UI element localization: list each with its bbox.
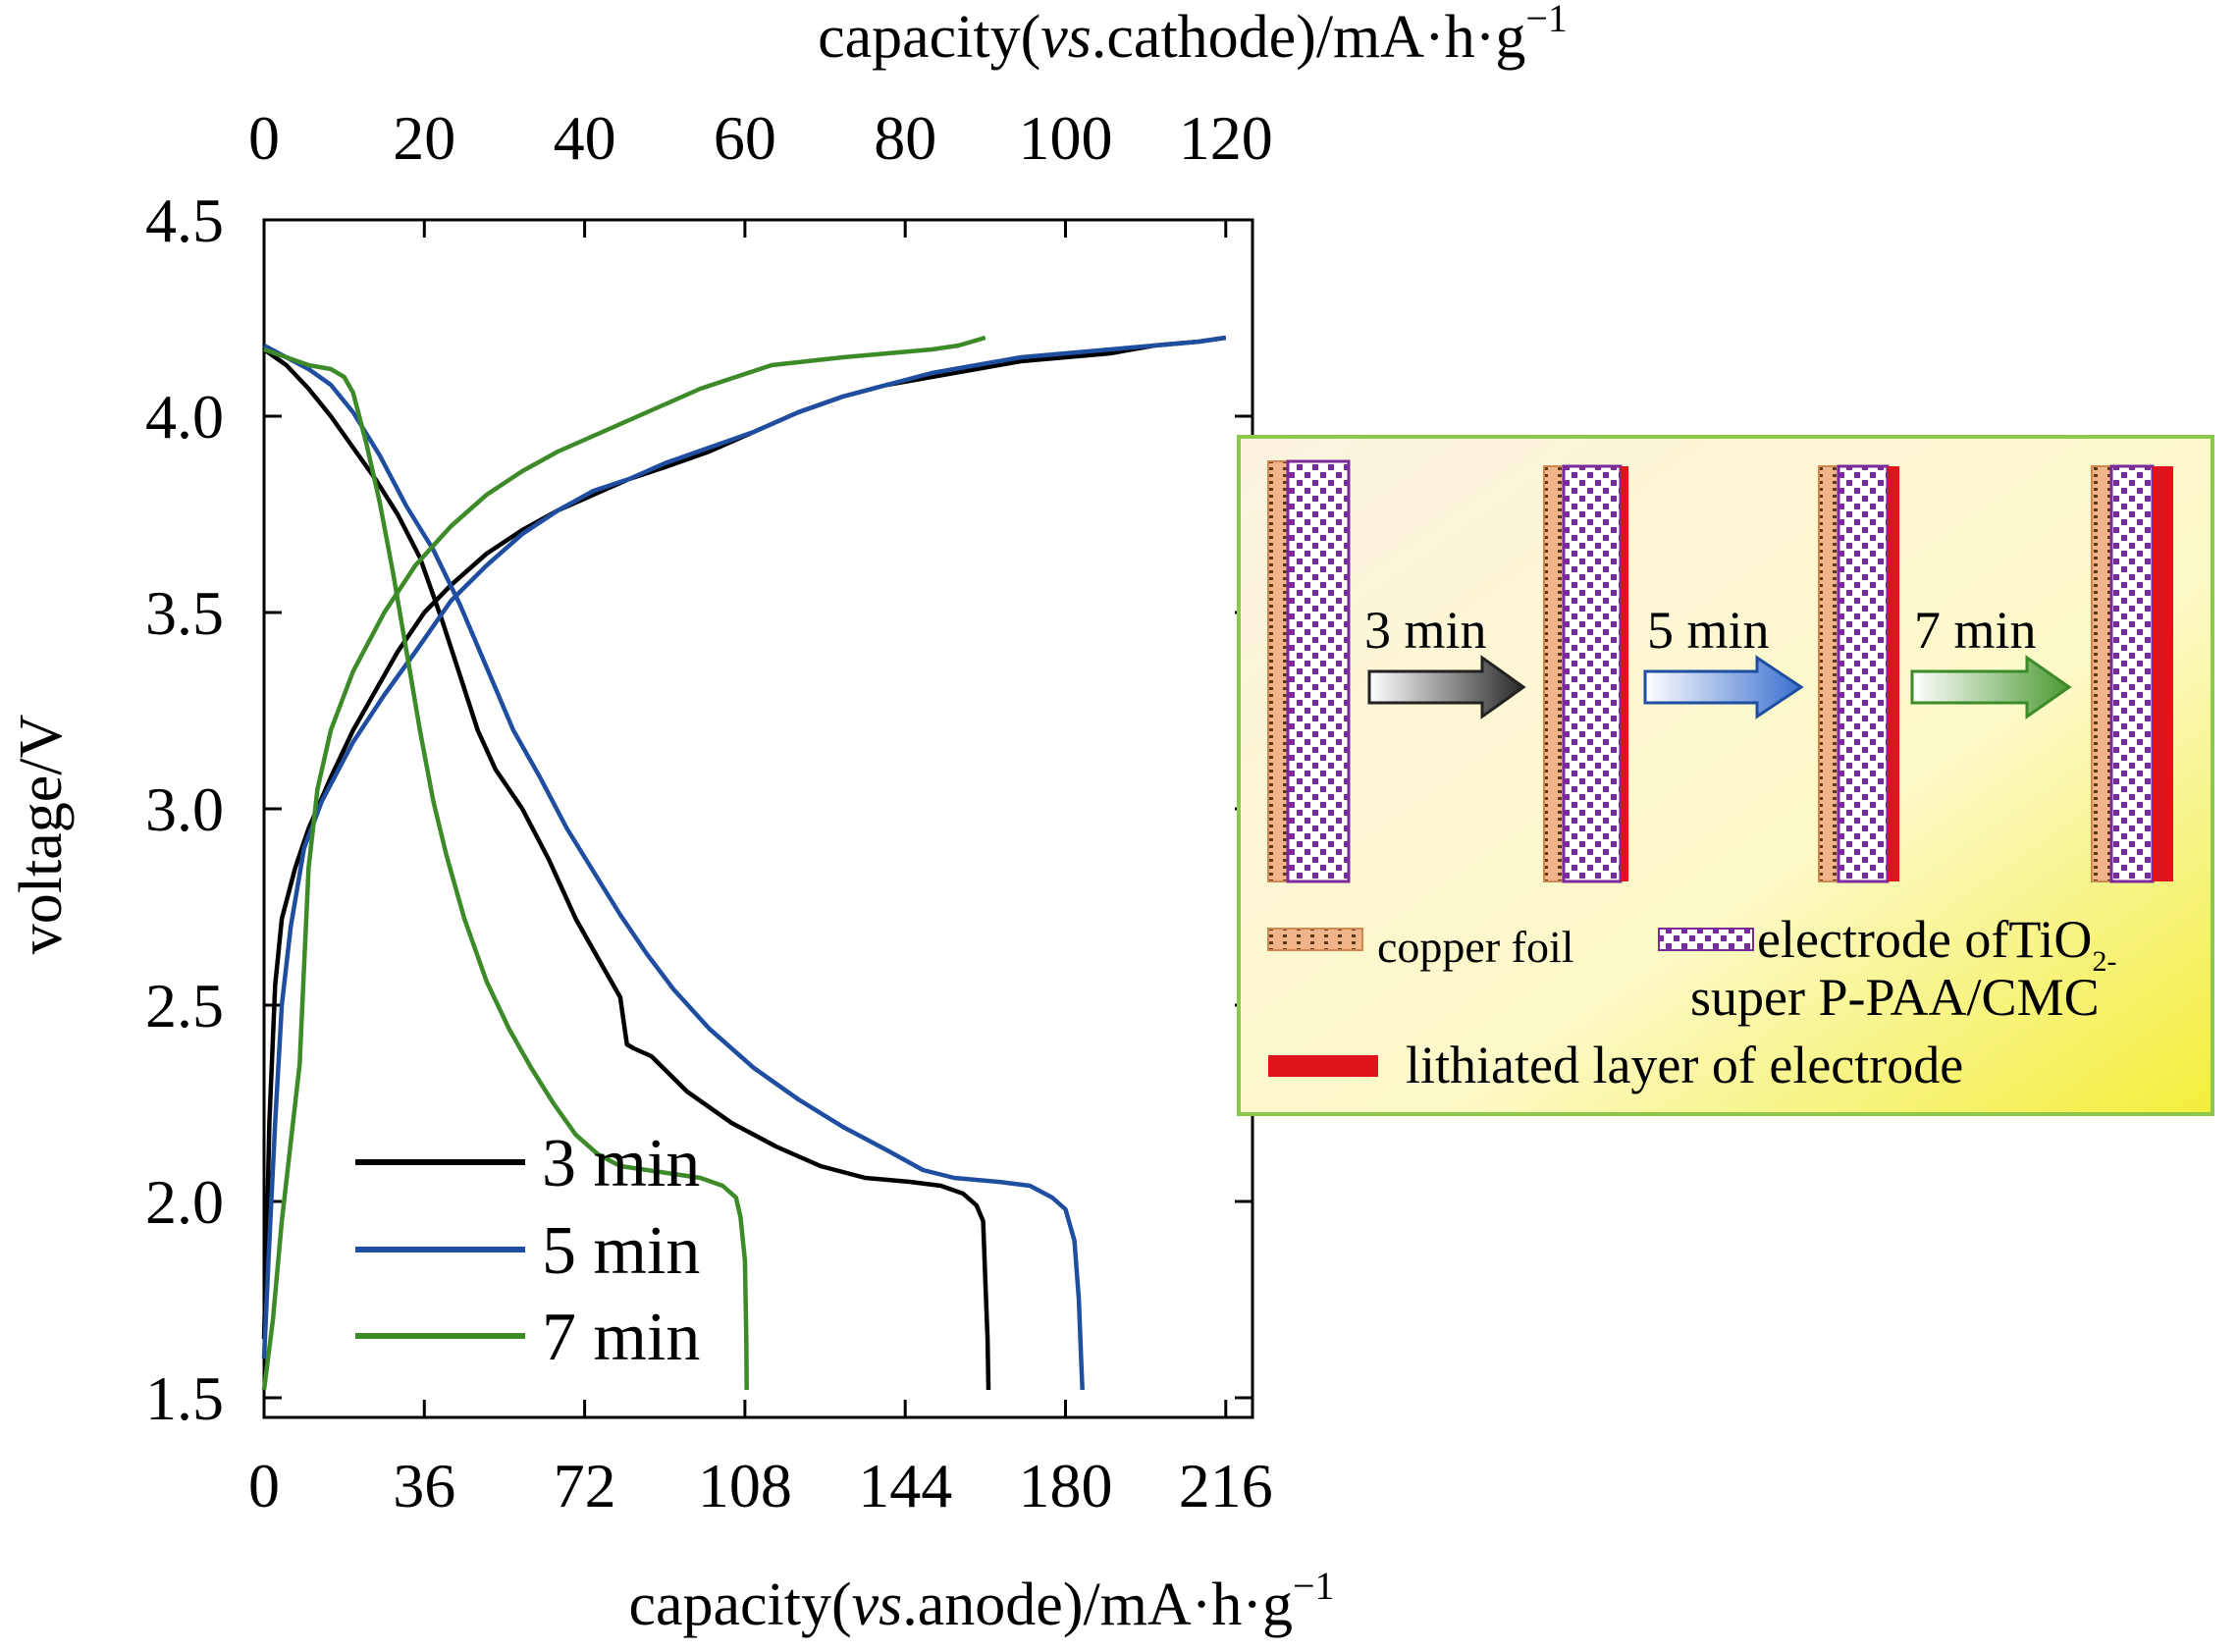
- y-tick-label: 4.0: [145, 382, 224, 452]
- x2-tick-label: 40: [554, 103, 616, 173]
- electrode-stage-1: [1543, 464, 1628, 883]
- legend-label-3min: 3 min: [542, 1126, 700, 1201]
- electrode-stage-2: [1818, 464, 1899, 883]
- copper-foil-label: copper foil: [1377, 922, 1574, 972]
- electrode-layer-0: [1286, 459, 1351, 883]
- copper-foil-1: [1543, 465, 1565, 882]
- arrow-shape-5min: [1643, 655, 1804, 719]
- x2-tick-label: 60: [714, 103, 776, 173]
- lithiated-layer-1: [1621, 466, 1628, 881]
- arrow-label-7min: 7 min: [1914, 601, 2037, 660]
- x-tick-label: 108: [698, 1451, 792, 1520]
- lithiated-layer-3: [2153, 466, 2173, 881]
- series-7min-discharge: [263, 346, 749, 1391]
- x-tick-label: 0: [248, 1451, 280, 1520]
- inset-schematic: 3 min 5 min 7 min copper foil electrode …: [1237, 435, 2214, 1116]
- series-3min-charge: [261, 335, 1227, 1340]
- axes: 0 36 72 108 144 180 216 0 20 40 60 80 100 120 1.5 2.0 2.…: [145, 103, 1273, 1520]
- copper-foil-swatch: [1267, 928, 1363, 951]
- y-tick-label: 1.5: [145, 1363, 224, 1433]
- lithiated-swatch: [1268, 1055, 1378, 1077]
- lithiated-layer-2: [1888, 466, 1899, 881]
- series-5min-discharge: [262, 344, 1085, 1391]
- x2-tick-label: 20: [393, 103, 455, 173]
- x2-tick-label: 0: [248, 103, 280, 173]
- arrow-5min: 5 min: [1643, 601, 1804, 719]
- arrow-label-5min: 5 min: [1647, 601, 1770, 660]
- y-tick-label: 2.0: [145, 1167, 224, 1237]
- series-layer: [261, 335, 1227, 1391]
- legend-label-7min: 7 min: [542, 1300, 700, 1375]
- y-tick-label: 2.5: [145, 971, 224, 1040]
- legend-label-5min: 5 min: [542, 1213, 700, 1289]
- y-axis-title: voltage/V: [8, 715, 75, 955]
- electrode-label: electrode ofTiO2-: [1757, 910, 2116, 978]
- y-tick-label: 4.5: [145, 186, 224, 255]
- x-axis-title: capacity(vs.anode)/mA·h·g−1: [628, 1564, 1334, 1638]
- arrow-label-3min: 3 min: [1364, 601, 1487, 660]
- inset-legend: copper foil electrode ofTiO2- super P-PA…: [1267, 910, 2116, 1094]
- electrode-stage-3: [2091, 464, 2173, 883]
- series-5min-charge: [261, 335, 1227, 1359]
- copper-foil-3: [2091, 465, 2112, 882]
- x-tick-label: 36: [393, 1451, 455, 1520]
- electrode-stage-0: [1267, 459, 1351, 883]
- copper-foil-0: [1267, 460, 1289, 882]
- y-tick-label: 3.0: [145, 774, 224, 844]
- x2-tick-label: 120: [1179, 103, 1273, 173]
- arrow-3min: 3 min: [1364, 601, 1526, 719]
- arrow-7min: 7 min: [1910, 601, 2072, 719]
- arrow-shape-3min: [1367, 655, 1526, 719]
- x-tick-label: 216: [1179, 1451, 1273, 1520]
- x-tick-label: 180: [1018, 1451, 1112, 1520]
- legend: 3 min 5 min 7 min: [355, 1126, 700, 1375]
- copper-foil-2: [1818, 465, 1839, 882]
- electrode-layer-2: [1837, 464, 1890, 883]
- x2-axis-title: capacity(vs.cathode)/mA·h·g−1: [818, 0, 1568, 71]
- x2-tick-label: 80: [874, 103, 936, 173]
- inset-background: [1237, 435, 2214, 1116]
- electrode-layer-3: [2109, 464, 2155, 883]
- x-tick-label: 72: [554, 1451, 616, 1520]
- plot-frame: [262, 218, 1254, 1419]
- electrode-label-line2: super P-PAA/CMC: [1690, 968, 2100, 1027]
- arrow-shape-7min: [1910, 655, 2072, 719]
- y-tick-label: 3.5: [145, 578, 224, 648]
- x-tick-label: 144: [858, 1451, 952, 1520]
- x2-tick-label: 100: [1019, 103, 1113, 173]
- electrode-swatch: [1658, 928, 1754, 951]
- series-7min-charge: [261, 335, 986, 1391]
- electrode-layer-1: [1562, 464, 1623, 883]
- series-3min-discharge: [262, 347, 991, 1391]
- lithiated-label: lithiated layer of electrode: [1406, 1036, 1963, 1094]
